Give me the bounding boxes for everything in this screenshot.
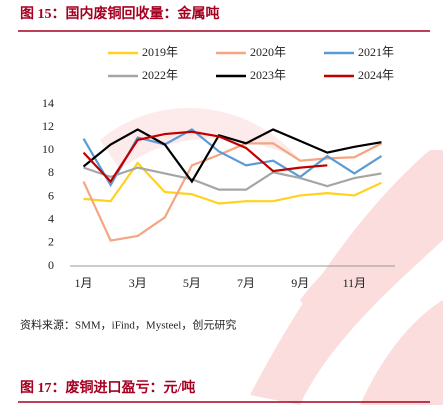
- y-tick-label: 2: [48, 235, 54, 249]
- legend-label: 2022年: [142, 68, 178, 82]
- series-line: [82, 130, 328, 184]
- legend-label: 2021年: [358, 45, 394, 59]
- x-tick-label: 9月: [291, 276, 309, 290]
- x-tick-label: 3月: [129, 276, 147, 290]
- legend-label: 2023年: [250, 68, 286, 82]
- legend-label: 2024年: [358, 68, 394, 82]
- y-tick-label: 12: [42, 119, 54, 133]
- next-figure-title: 图 17：废铜进口盈亏：元/吨: [20, 379, 195, 396]
- series-line: [83, 166, 382, 191]
- x-tick-label: 5月: [183, 276, 201, 290]
- figure-title: 图 15：国内废铜回收量：金属吨: [20, 5, 220, 22]
- y-tick-label: 8: [48, 165, 54, 179]
- y-tick-label: 4: [48, 211, 54, 225]
- y-tick-label: 0: [48, 258, 54, 272]
- y-tick-label: 14: [42, 96, 54, 110]
- x-tick-label: 1月: [75, 276, 93, 290]
- series-line: [82, 128, 382, 184]
- y-tick-label: 10: [42, 142, 54, 156]
- y-tick-label: 6: [48, 188, 54, 202]
- source: 资料来源：SMM，iFind，Mysteel，创元研究: [20, 318, 236, 332]
- watermark: [100, 107, 443, 405]
- x-tick-label: 11月: [343, 276, 367, 290]
- legend-label: 2019年: [142, 45, 178, 59]
- legend-label: 2020年: [250, 45, 286, 59]
- x-tick-label: 7月: [237, 276, 255, 290]
